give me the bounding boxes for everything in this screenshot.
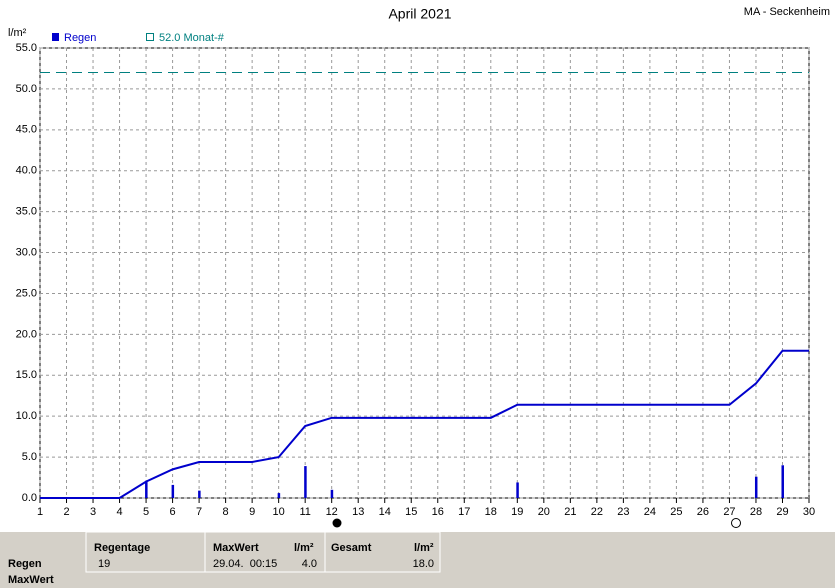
header: Regentage <box>94 542 150 554</box>
y-axis-label: l/m² <box>8 27 27 39</box>
y-tick-label: 45.0 <box>16 124 37 136</box>
bar <box>304 466 307 498</box>
y-tick-label: 15.0 <box>16 369 37 381</box>
x-tick-label: 9 <box>249 506 255 518</box>
moon-icon <box>731 518 741 528</box>
x-tick-label: 19 <box>511 506 523 518</box>
x-tick-label: 16 <box>432 506 444 518</box>
y-tick-label: 0.0 <box>22 492 37 504</box>
x-tick-label: 10 <box>273 506 285 518</box>
x-tick-label: 23 <box>617 506 629 518</box>
x-tick-label: 11 <box>299 506 310 518</box>
x-tick-label: 22 <box>591 506 603 518</box>
cell: 29.04. 00:15 <box>213 558 277 570</box>
x-tick-label: 30 <box>803 506 815 518</box>
y-tick-label: 25.0 <box>16 287 37 299</box>
x-tick-label: 27 <box>723 506 735 518</box>
legend-label: Regen <box>64 32 96 44</box>
plot-frame <box>39 47 810 499</box>
x-tick-label: 14 <box>379 506 391 518</box>
x-tick-label: 29 <box>776 506 788 518</box>
y-tick-label: 40.0 <box>16 165 37 177</box>
x-tick-label: 20 <box>538 506 550 518</box>
bar <box>171 484 175 498</box>
x-tick-label: 6 <box>170 506 176 518</box>
x-tick-label: 24 <box>644 506 656 518</box>
bar <box>198 490 201 498</box>
y-tick-label: 5.0 <box>22 451 37 463</box>
x-tick-label: 13 <box>352 506 364 518</box>
x-tick-label: 25 <box>670 506 682 518</box>
x-tick-label: 12 <box>326 506 338 518</box>
header: MaxWert <box>213 542 259 554</box>
bar <box>516 482 519 498</box>
station: MA - Seckenheim <box>744 6 830 18</box>
y-tick-label: 35.0 <box>16 206 37 218</box>
header: l/m² <box>294 542 314 554</box>
x-tick-label: 2 <box>63 506 69 518</box>
x-tick-label: 26 <box>697 506 709 518</box>
bar <box>781 465 784 498</box>
x-tick-label: 4 <box>116 506 122 518</box>
cell: 19 <box>98 558 110 570</box>
bar <box>330 489 334 498</box>
y-tick-label: 20.0 <box>16 328 37 340</box>
x-tick-label: 17 <box>458 506 470 518</box>
x-tick-label: 18 <box>485 506 497 518</box>
cumulative-line <box>40 349 809 499</box>
x-tick-label: 8 <box>223 506 229 518</box>
moon-icon <box>332 518 342 528</box>
bar <box>754 476 758 498</box>
x-tick-label: 5 <box>143 506 149 518</box>
legend-label: 52.0 Monat-# <box>159 32 225 44</box>
y-tick-label: 10.0 <box>16 410 37 422</box>
x-tick-label: 15 <box>405 506 417 518</box>
x-tick-label: 28 <box>750 506 762 518</box>
bar <box>277 493 281 498</box>
row-label: Regen <box>8 558 42 570</box>
header: l/m² <box>414 542 434 554</box>
x-tick-label: 1 <box>37 506 43 518</box>
chart-title: April 2021 <box>388 6 451 22</box>
bar <box>145 481 148 498</box>
cell: 18.0 <box>413 558 434 570</box>
x-tick-label: 3 <box>90 506 96 518</box>
cell: 4.0 <box>302 558 317 570</box>
y-tick-label: 30.0 <box>16 246 37 258</box>
table-cell <box>85 531 441 573</box>
x-tick-label: 7 <box>196 506 202 518</box>
header: Gesamt <box>331 542 372 554</box>
y-tick-label: 50.0 <box>16 83 37 95</box>
row-label: MaxWert <box>8 574 54 586</box>
legend-swatch <box>52 33 59 41</box>
legend-swatch <box>146 33 154 41</box>
x-tick-label: 21 <box>564 506 576 518</box>
y-tick-label: 55.0 <box>16 42 37 54</box>
